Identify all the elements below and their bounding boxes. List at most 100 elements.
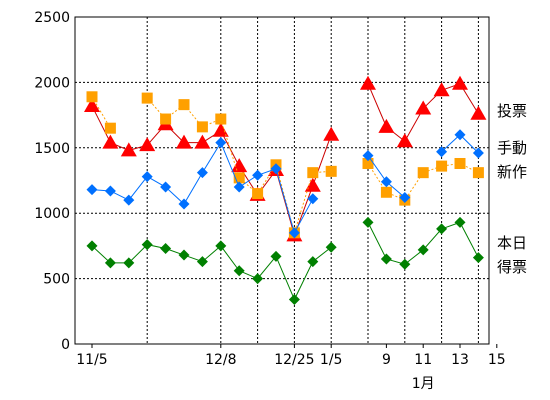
- x-tick-label: 15: [488, 352, 506, 368]
- legend-label: 本日: [497, 234, 527, 252]
- diamond-point: [307, 256, 319, 268]
- triangle-point: [212, 122, 229, 137]
- diamond-point: [123, 194, 135, 206]
- square-point: [325, 165, 337, 177]
- y-tick-label: 2500: [34, 10, 70, 26]
- diamond-point: [160, 181, 172, 193]
- x-tick-label: 13: [451, 352, 469, 368]
- diamond-point: [104, 185, 116, 197]
- axes: 0 500 1000 1500 2000 2500 11/5 12/8 12/25 1/5 9 11 1…: [34, 10, 505, 392]
- triangle-point: [304, 177, 321, 192]
- grid-lines: [75, 17, 489, 344]
- diamond-point: [196, 256, 208, 268]
- series-line: [91, 244, 332, 301]
- y-tick-label: 1500: [34, 141, 70, 157]
- square-point: [436, 160, 448, 172]
- x-tick-label: 9: [382, 352, 391, 368]
- square-point: [178, 99, 190, 111]
- diamond-point: [160, 243, 172, 255]
- square-point: [362, 157, 374, 169]
- square-point: [196, 121, 208, 133]
- triangle-point: [452, 75, 468, 90]
- series-0: [84, 75, 487, 242]
- square-point: [160, 113, 172, 125]
- diamond-point: [472, 252, 484, 264]
- y-tick-label: 500: [43, 272, 70, 288]
- square-point: [104, 122, 116, 134]
- triangle-point: [84, 97, 100, 112]
- diamond-point: [215, 240, 227, 252]
- triangle-point: [120, 142, 137, 157]
- x-tick-label: 1/5: [320, 352, 343, 368]
- x-tick-label: 11: [414, 352, 432, 368]
- triangle-point: [102, 134, 119, 149]
- diamond-point: [307, 193, 319, 205]
- diamond-point: [215, 137, 227, 149]
- x-tick-label: 12/8: [205, 352, 236, 368]
- triangle-point: [139, 137, 156, 152]
- diamond-point: [417, 244, 429, 256]
- x-tick-label: 12/25: [274, 352, 314, 368]
- diamond-point: [233, 181, 245, 193]
- triangle-point: [396, 133, 413, 148]
- legend-label: 新作: [497, 163, 527, 181]
- triangle-point: [176, 134, 192, 149]
- diamond-point: [454, 216, 466, 228]
- triangle-point: [470, 105, 487, 120]
- square-point: [472, 167, 484, 179]
- series-group: [84, 75, 487, 306]
- y-tick-label: 0: [61, 337, 70, 353]
- square-point: [215, 113, 227, 125]
- legend-label: 投票: [497, 102, 527, 120]
- diamond-point: [362, 150, 374, 162]
- diamond-point: [288, 227, 300, 239]
- triangle-point: [194, 134, 211, 149]
- triangle-point: [378, 118, 395, 133]
- series-line: [91, 105, 332, 238]
- diamond-point: [141, 171, 153, 183]
- square-point: [233, 172, 245, 184]
- x-tick-label: 11/5: [76, 352, 107, 368]
- triangle-point: [323, 126, 340, 141]
- diamond-point: [472, 147, 484, 159]
- square-point: [307, 167, 319, 179]
- diamond-point: [288, 294, 300, 306]
- triangle-point: [415, 100, 432, 115]
- triangle-point: [360, 75, 376, 90]
- y-tick-label: 1000: [34, 206, 70, 222]
- diamond-point: [325, 241, 337, 253]
- diamond-point: [270, 250, 282, 262]
- diamond-point: [380, 253, 392, 265]
- diamond-point: [270, 163, 282, 175]
- diamond-point: [362, 216, 374, 228]
- diamond-point: [454, 129, 466, 141]
- y-tick-label: 2000: [34, 75, 70, 91]
- diamond-point: [86, 184, 98, 196]
- diamond-point: [252, 273, 264, 285]
- diamond-point: [233, 265, 245, 277]
- square-point: [141, 92, 153, 104]
- x-sub-label: 1月: [412, 376, 435, 392]
- triangle-point: [231, 158, 248, 173]
- square-point: [252, 188, 264, 200]
- diamond-point: [252, 169, 264, 181]
- square-point: [417, 167, 429, 179]
- plot-frame: [74, 16, 490, 345]
- diamond-point: [86, 240, 98, 252]
- square-point: [454, 157, 466, 169]
- triangle-point: [433, 82, 450, 97]
- diamond-point: [196, 167, 208, 179]
- diamond-point: [178, 198, 190, 210]
- square-point: [380, 186, 392, 198]
- diamond-point: [380, 176, 392, 188]
- diamond-point: [104, 257, 116, 269]
- diamond-point: [436, 146, 448, 158]
- diamond-point: [399, 258, 411, 270]
- legend-label: 得票: [497, 258, 527, 276]
- diamond-point: [178, 249, 190, 261]
- diamond-point: [436, 223, 448, 235]
- diamond-point: [399, 192, 411, 204]
